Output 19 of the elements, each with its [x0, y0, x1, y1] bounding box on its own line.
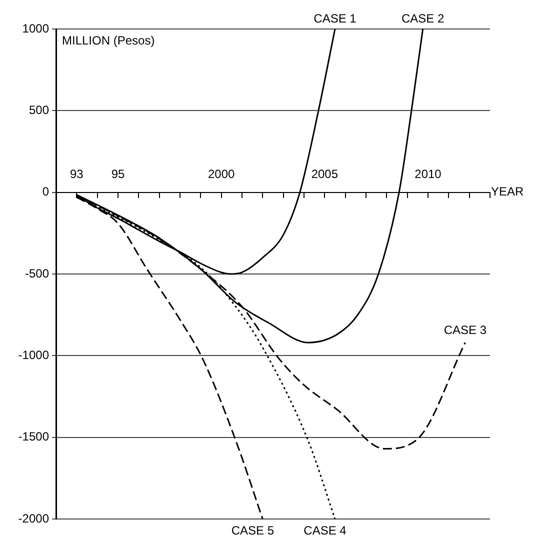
x-axis-title: YEAR — [491, 184, 524, 199]
y-tick-label: -500 — [24, 266, 50, 280]
series-label: CASE 1 — [314, 11, 357, 26]
x-tick-label: 2010 — [414, 166, 442, 181]
series-label: CASE 4 — [304, 523, 347, 538]
series-label: CASE 3 — [444, 322, 487, 337]
series-label: CASE 5 — [231, 523, 274, 538]
y-tick-label: 0 — [42, 184, 50, 199]
y-tick-label: -1000 — [18, 348, 50, 362]
series-label: CASE 2 — [401, 11, 444, 26]
y-tick-label: 1000 — [22, 21, 50, 36]
y-axis-title: MILLION (Pesos) — [62, 33, 155, 48]
x-tick-label: 2005 — [311, 166, 338, 181]
x-tick-label: 2000 — [208, 166, 236, 181]
y-tick-label: 500 — [28, 102, 50, 117]
x-tick-label: 93 — [70, 166, 84, 181]
y-tick-label: -2000 — [18, 511, 50, 526]
y-tick-label: -1500 — [18, 430, 50, 444]
x-tick-label: 95 — [111, 166, 125, 181]
